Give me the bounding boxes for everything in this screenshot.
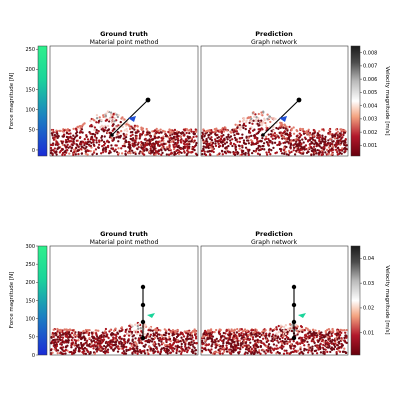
colorbar-tick-label: 150 (25, 87, 35, 93)
force-colorbar-top-label: Force magnitude [N] (9, 73, 15, 130)
force-arrow (298, 313, 306, 318)
force-colorbar-top (37, 45, 48, 157)
velocity-colorbar-bottom (350, 245, 361, 356)
bottom-row: Ground truth Material point method Predi… (9, 230, 390, 359)
colorbar-tick-label: 300 (25, 244, 35, 250)
force-colorbar-top-ticks: 0 50 100 150 200 250 (25, 47, 38, 154)
vertical-tool (291, 284, 306, 341)
colorbar-tick-label: 0.005 (363, 90, 377, 96)
vertical-tool (140, 284, 155, 341)
excavator-arm (110, 97, 151, 137)
velocity-colorbar-top-ticks: 0.001 0.002 0.003 0.004 0.005 0.006 0.007 0.008 (360, 50, 377, 149)
bottom-gt-title: Ground truth (100, 230, 148, 238)
top-pred-subtitle: Graph network (251, 39, 297, 46)
velocity-colorbar-top (350, 45, 361, 157)
top-gt-title: Ground truth (100, 30, 148, 38)
velocity-colorbar-bottom-label: Velocity magnitude [m/s] (384, 265, 390, 334)
force-arrow (147, 313, 155, 318)
tool-layer (110, 97, 306, 341)
colorbar-tick-label: 0.02 (363, 306, 374, 312)
top-row: Ground truth Material point method Predi… (9, 30, 390, 157)
force-arrow (279, 116, 287, 122)
colorbar-tick-label: 0 (32, 148, 35, 154)
colorbar-tick-label: 0.04 (363, 256, 374, 262)
colorbar-tick-label: 0.003 (363, 117, 377, 123)
force-colorbar-bottom-ticks: 0 50 100 150 200 250 300 (25, 244, 38, 359)
granular-material (200, 323, 348, 356)
colorbar-tick-label: 0.002 (363, 130, 377, 136)
colorbar-tick-label: 0.001 (363, 143, 377, 149)
bottom-pred-subtitle: Graph network (251, 239, 297, 246)
velocity-colorbar-top-label: Velocity magnitude [m/s] (384, 66, 390, 135)
top-gt-subtitle: Material point method (90, 39, 159, 46)
colorbar-tick-label: 250 (25, 47, 35, 53)
granular-material (49, 110, 199, 157)
colorbar-tick-label: 0.007 (363, 64, 377, 70)
force-colorbar-bottom-label: Force magnitude [N] (9, 272, 15, 329)
colorbar-tick-label: 0.01 (363, 331, 374, 337)
colorbar-tick-label: 200 (25, 67, 35, 73)
colorbar-tick-label: 0.03 (363, 281, 374, 287)
top-pred-title: Prediction (255, 30, 293, 38)
colorbar-tick-label: 100 (25, 107, 35, 113)
colorbar-tick-label: 0.008 (363, 50, 377, 56)
excavator-arm (261, 97, 302, 137)
granular-material (200, 110, 348, 157)
colorbar-tick-label: 0 (32, 353, 35, 359)
colorbar-tick-label: 0.006 (363, 77, 377, 83)
colorbar-tick-label: 50 (29, 335, 35, 341)
colorbar-tick-label: 250 (25, 262, 35, 268)
colorbar-tick-label: 100 (25, 316, 35, 322)
colorbar-tick-label: 50 (29, 128, 35, 134)
velocity-colorbar-bottom-ticks: 0.01 0.02 0.03 0.04 (360, 256, 374, 337)
colorbar-tick-label: 0.004 (363, 103, 377, 109)
bottom-gt-subtitle: Material point method (90, 239, 159, 246)
force-colorbar-bottom (37, 245, 48, 356)
colorbar-tick-label: 150 (25, 298, 35, 304)
bottom-pred-title: Prediction (255, 230, 293, 238)
colorbar-tick-label: 200 (25, 280, 35, 286)
force-arrow (128, 116, 136, 122)
